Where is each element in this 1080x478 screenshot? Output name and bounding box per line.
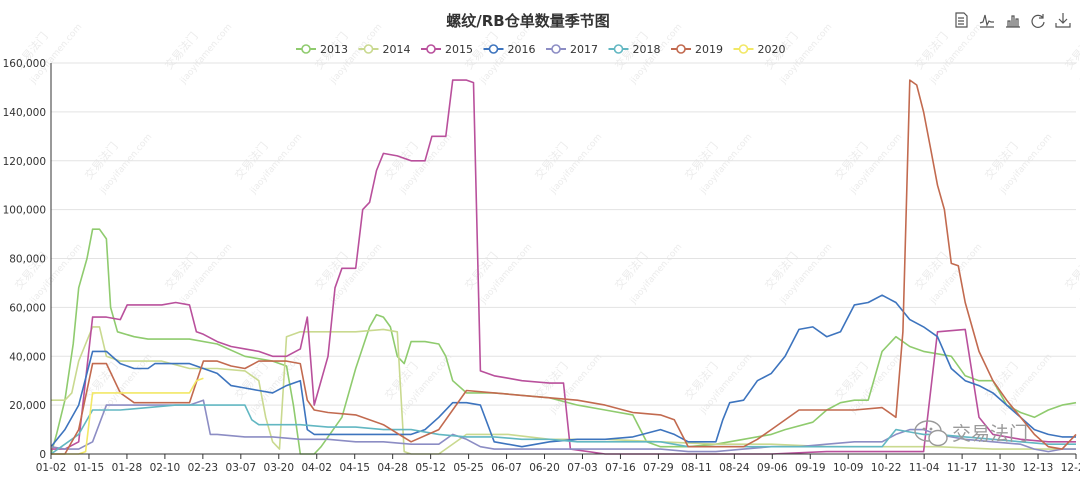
x-tick-label: 07-29: [643, 462, 674, 474]
y-tick-label: 40,000: [9, 351, 46, 363]
legend-label: 2019: [695, 43, 723, 56]
wechat-logo-watermark: 交易法门: [914, 420, 1028, 447]
x-tick-label: 06-07: [491, 462, 522, 474]
x-tick-label: 07-03: [567, 462, 598, 474]
restore-icon[interactable]: [1031, 14, 1045, 28]
watermark-brand: 交易法门: [1062, 249, 1080, 292]
series-line-2019: [51, 79, 1077, 455]
axes: 0 20,000 40,000 60,000 80,000 100,000 120,000 1…: [3, 58, 1080, 474]
x-tick-label: 01-15: [74, 462, 105, 474]
legend-swatch-marker: [613, 44, 624, 54]
legend-item-2015[interactable]: 2015: [421, 43, 473, 56]
series-layer: [50, 79, 1077, 455]
x-tick-label: 10-09: [833, 462, 864, 474]
x-tick-label: 09-06: [757, 462, 788, 474]
x-tick-label: 03-07: [226, 462, 257, 474]
legend-label: 2015: [445, 43, 473, 56]
watermark-brand: 交易法门: [1062, 29, 1080, 72]
data-view-icon[interactable]: [955, 12, 968, 28]
x-tick-label: 09-19: [795, 462, 826, 474]
y-tick-label: 100,000: [3, 205, 46, 217]
legend-item-2020[interactable]: 2020: [733, 43, 786, 56]
legend-label: 2020: [758, 43, 786, 56]
y-tick-label: 20,000: [9, 400, 46, 412]
logo-text: 交易法门: [952, 423, 1028, 445]
x-tick-label: 01-02: [36, 462, 67, 474]
series-line-2015: [51, 79, 1076, 455]
legend-item-2018[interactable]: 2018: [608, 43, 661, 56]
x-tick-label: 10-22: [871, 462, 902, 474]
legend-label: 2014: [383, 43, 411, 56]
series-line-2014: [51, 326, 1076, 455]
x-tick-label: 08-24: [719, 462, 750, 474]
legend-swatch-marker: [738, 44, 749, 54]
legend-label: 2016: [508, 43, 536, 56]
legend-label: 2017: [570, 43, 598, 56]
y-tick-label: 60,000: [9, 302, 46, 314]
legend-swatch-marker: [676, 44, 686, 54]
series-line-2013: [50, 228, 1077, 455]
toolbox[interactable]: [955, 12, 1071, 28]
legend-swatch-marker: [363, 44, 374, 54]
y-tick-label: 80,000: [9, 254, 46, 266]
x-tick-label: 11-04: [909, 462, 940, 474]
series-line-2018: [50, 404, 1076, 455]
x-tick-label: 12-13: [1023, 462, 1054, 474]
legend-item-2019[interactable]: 2019: [671, 43, 723, 56]
legend-swatch-marker: [301, 44, 311, 54]
x-tick-label: 02-23: [188, 462, 219, 474]
series-line-2017: [50, 399, 1076, 453]
series-line-2016: [50, 294, 1076, 448]
x-tick-label: 11-17: [947, 462, 978, 474]
x-tick-label: 08-11: [681, 462, 712, 474]
y-tick-label: 140,000: [3, 107, 46, 119]
bar-chart-icon[interactable]: [1006, 15, 1020, 28]
legend-item-2017[interactable]: 2017: [546, 43, 598, 56]
legend-item-2014[interactable]: 2014: [358, 43, 411, 56]
x-tick-label: 11-30: [985, 462, 1016, 474]
legend-item-2016[interactable]: 2016: [483, 43, 536, 56]
x-tick-label: 04-02: [301, 462, 332, 474]
x-tick-label: 06-20: [529, 462, 560, 474]
y-tick-label: 120,000: [3, 156, 46, 168]
grid-lines: [51, 62, 1076, 406]
x-tick-label: 05-12: [415, 462, 446, 474]
legend-swatch-marker: [488, 44, 499, 54]
x-tick-label: 03-20: [264, 462, 295, 474]
x-tick-label: 07-16: [605, 462, 636, 474]
legend-swatch-marker: [426, 44, 436, 54]
legend-swatch-marker: [551, 44, 561, 54]
legend-label: 2013: [320, 43, 348, 56]
legend-label: 2018: [633, 43, 661, 56]
x-tick-label: 04-15: [339, 462, 370, 474]
x-tick-label: 05-25: [453, 462, 484, 474]
legend[interactable]: 2013 2014 2015 2016 2017 2018 2019 2020: [296, 43, 786, 56]
x-tick-label: 04-28: [377, 462, 408, 474]
line-chart-icon[interactable]: [979, 14, 994, 28]
chart-title: 螺纹/RB仓单数量季节图: [446, 12, 609, 30]
x-tick-label: 02-10: [150, 462, 181, 474]
x-tick-label: 12-26: [1061, 462, 1080, 474]
save-image-icon[interactable]: [1055, 13, 1071, 28]
y-tick-label: 160,000: [3, 58, 46, 70]
x-tick-label: 01-28: [112, 462, 143, 474]
y-tick-label: 0: [39, 449, 46, 461]
legend-item-2013[interactable]: 2013: [296, 43, 348, 56]
